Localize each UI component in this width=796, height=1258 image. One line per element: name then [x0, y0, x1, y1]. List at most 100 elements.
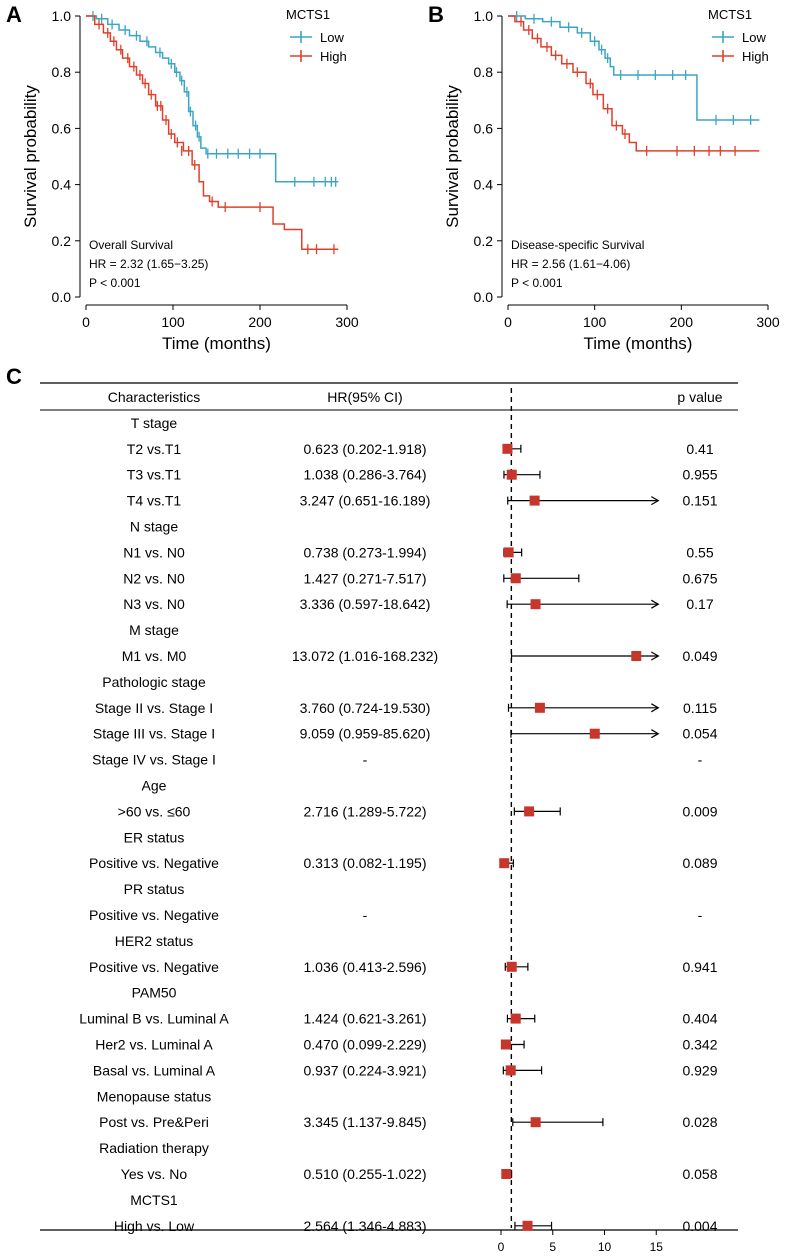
row-label: T2 vs.T1: [127, 441, 182, 457]
km-curve-low: [508, 15, 760, 121]
x-tick-label: 300: [756, 314, 780, 330]
row-p-value: -: [698, 752, 703, 768]
row-label: N2 vs. N0: [123, 570, 185, 586]
km-curve-high: [508, 15, 760, 152]
row-hr-text: -: [363, 907, 368, 923]
y-tick-label: 0.0: [474, 289, 494, 305]
row-p-value: 0.941: [682, 959, 717, 975]
km-annotation: Disease-specific Survival: [511, 238, 644, 252]
hr-point: [534, 702, 545, 713]
row-label: N1 vs. N0: [123, 544, 185, 560]
row-label: Positive vs. Negative: [89, 855, 219, 871]
row-hr-text: 3.760 (0.724-19.530): [300, 700, 431, 716]
forest-x-tick-label: 10: [598, 1240, 612, 1254]
row-label: Basal vs. Luminal A: [93, 1062, 216, 1078]
row-hr-text: 1.427 (0.271-7.517): [304, 570, 427, 586]
row-label: Positive vs. Negative: [89, 959, 219, 975]
hr-point: [501, 1169, 512, 1179]
km-plot-disease-specific-survival: 0.0 0.2 0.4 0.6 0.8 1.0 0 100 200 300 Time (months…: [443, 7, 780, 353]
row-hr-text: 0.510 (0.255-1.022): [304, 1166, 427, 1182]
row-hr-text: 3.336 (0.597-18.642): [300, 596, 431, 612]
x-tick-label: 100: [161, 314, 185, 330]
km-plot-overall-survival: 0.0 0.2 0.4 0.6 0.8 1.0 0 100 200 300 Time (months…: [21, 7, 359, 353]
group-header: Age: [142, 778, 167, 794]
row-label: M1 vs. M0: [122, 648, 187, 664]
x-axis-label: Time (months): [162, 334, 271, 353]
hr-point: [589, 728, 600, 739]
x-axis-label: Time (months): [584, 334, 693, 353]
row-label: Positive vs. Negative: [89, 907, 219, 923]
ci-arrow: [651, 703, 660, 713]
group-header: Menopause status: [97, 1088, 211, 1104]
row-label: High vs. Low: [114, 1218, 195, 1234]
ci-arrow: [651, 496, 660, 506]
row-hr-text: 2.716 (1.289-5.722): [304, 803, 427, 819]
row-p-value: 0.089: [682, 855, 717, 871]
hr-point: [503, 547, 514, 558]
row-label: Post vs. Pre&Peri: [99, 1114, 209, 1130]
forest-x-tick-label: 0: [498, 1240, 505, 1254]
group-header: HER2 status: [115, 933, 194, 949]
hr-point: [510, 573, 521, 584]
y-tick-label: 0.8: [474, 64, 494, 80]
row-hr-text: 2.564 (1.346-4.883): [304, 1218, 427, 1234]
legend-title: MCTS1: [286, 7, 330, 22]
row-p-value: 0.55: [686, 544, 713, 560]
x-tick-label: 100: [583, 314, 607, 330]
x-tick-label: 200: [670, 314, 694, 330]
km-annotation: P < 0.001: [511, 276, 563, 290]
km-annotation: Overall Survival: [89, 238, 173, 252]
row-hr-text: 1.424 (0.621-3.261): [304, 1011, 427, 1027]
row-p-value: 0.17: [686, 596, 713, 612]
group-header: M stage: [129, 622, 179, 638]
row-hr-text: 13.072 (1.016-168.232): [292, 648, 438, 664]
hr-point: [522, 1220, 533, 1231]
y-axis-label: Survival probability: [21, 85, 40, 228]
row-hr-text: 0.470 (0.099-2.229): [304, 1037, 427, 1053]
forest-plot: Characteristics HR(95% CI) p value T stage T…: [40, 382, 738, 1254]
row-p-value: 0.049: [682, 648, 717, 664]
forest-x-tick-label: 5: [549, 1240, 556, 1254]
group-header: T stage: [131, 415, 178, 431]
column-header-hr: HR(95% CI): [327, 389, 402, 405]
km-annotation: HR = 2.32 (1.65−3.25): [89, 257, 208, 271]
group-header: Radiation therapy: [99, 1140, 209, 1156]
row-hr-text: 0.313 (0.082-1.195): [304, 855, 427, 871]
hr-point: [530, 1117, 541, 1128]
group-header: ER status: [124, 829, 185, 845]
x-tick-label: 0: [504, 314, 512, 330]
group-header: Pathologic stage: [102, 674, 206, 690]
row-p-value: 0.41: [686, 441, 713, 457]
row-p-value: -: [698, 907, 703, 923]
row-p-value: 0.054: [682, 726, 717, 742]
hr-point: [524, 806, 535, 817]
row-label: Yes vs. No: [121, 1166, 188, 1182]
ci-arrow: [651, 599, 660, 609]
hr-point: [530, 599, 541, 610]
group-header: PAM50: [132, 985, 177, 1001]
group-header: PR status: [124, 881, 185, 897]
row-hr-text: 0.623 (0.202-1.918): [304, 441, 427, 457]
row-label: N3 vs. N0: [123, 596, 185, 612]
row-label: Stage III vs. Stage I: [93, 726, 215, 742]
hr-point: [510, 1013, 521, 1024]
x-tick-label: 200: [248, 314, 272, 330]
hr-point: [529, 495, 540, 506]
row-hr-text: 3.345 (1.137-9.845): [304, 1114, 427, 1130]
row-p-value: 0.955: [682, 467, 717, 483]
y-tick-label: 0.2: [474, 233, 494, 249]
group-header: N stage: [130, 519, 178, 535]
panel-letter-a: A: [6, 2, 22, 27]
hr-point: [506, 961, 517, 972]
legend-label-high: High: [320, 49, 347, 64]
ci-arrow: [651, 729, 660, 739]
row-p-value: 0.004: [682, 1218, 717, 1234]
km-annotation: HR = 2.56 (1.61−4.06): [511, 257, 630, 271]
legend-label-low: Low: [742, 30, 766, 45]
row-p-value: 0.675: [682, 570, 717, 586]
panel-letter-c: C: [6, 364, 22, 389]
row-hr-text: 0.738 (0.273-1.994): [304, 544, 427, 560]
row-p-value: 0.404: [682, 1011, 717, 1027]
row-p-value: 0.028: [682, 1114, 717, 1130]
row-p-value: 0.929: [682, 1062, 717, 1078]
